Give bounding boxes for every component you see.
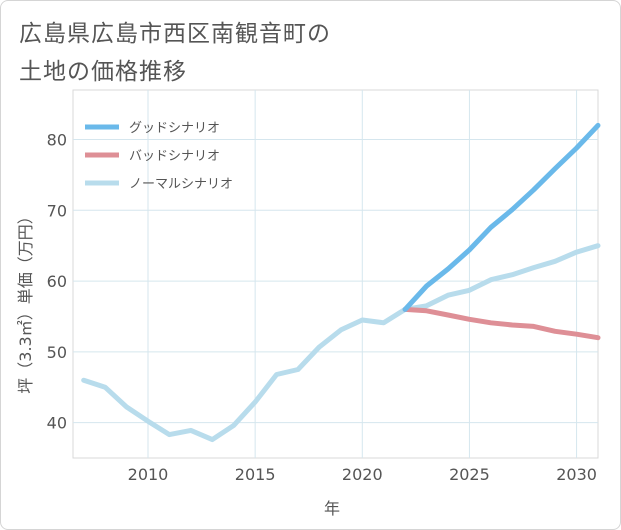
y-tick-label: 50 xyxy=(47,343,67,362)
series-line-good xyxy=(402,122,601,312)
x-tick-label: 2015 xyxy=(235,465,276,484)
x-tick-label: 2020 xyxy=(342,465,383,484)
y-tick-label: 70 xyxy=(47,201,67,220)
axis-ticks: 40 50 60 70 80 2010 2015 2020 2025 2030 xyxy=(47,131,597,484)
series-line-normal xyxy=(81,243,601,443)
legend-label: ノーマルシナリオ xyxy=(129,177,233,192)
y-tick-label: 80 xyxy=(47,131,67,150)
x-tick-label: 2025 xyxy=(449,465,490,484)
y-tick-label: 40 xyxy=(47,414,67,433)
chart-title-line-1: 広島県広島市西区南観音町の xyxy=(19,21,331,47)
chart-title: 広島県広島市西区南観音町の 土地の価格推移 xyxy=(19,15,579,91)
series-line-bad xyxy=(402,306,601,341)
x-axis-label: 年 xyxy=(324,499,340,518)
y-tick-label: 60 xyxy=(47,272,67,291)
legend-label: グッドシナリオ xyxy=(129,121,220,136)
series-lines xyxy=(81,122,601,443)
x-tick-label: 2010 xyxy=(128,465,169,484)
plot-area-frame xyxy=(72,89,599,459)
x-tick-label: 2030 xyxy=(556,465,597,484)
legend-label: バッドシナリオ xyxy=(129,149,220,164)
y-axis-label: 坪（3.3㎡）単価（万円） xyxy=(16,208,35,393)
chart-title-line-2: 土地の価格推移 xyxy=(19,59,187,85)
